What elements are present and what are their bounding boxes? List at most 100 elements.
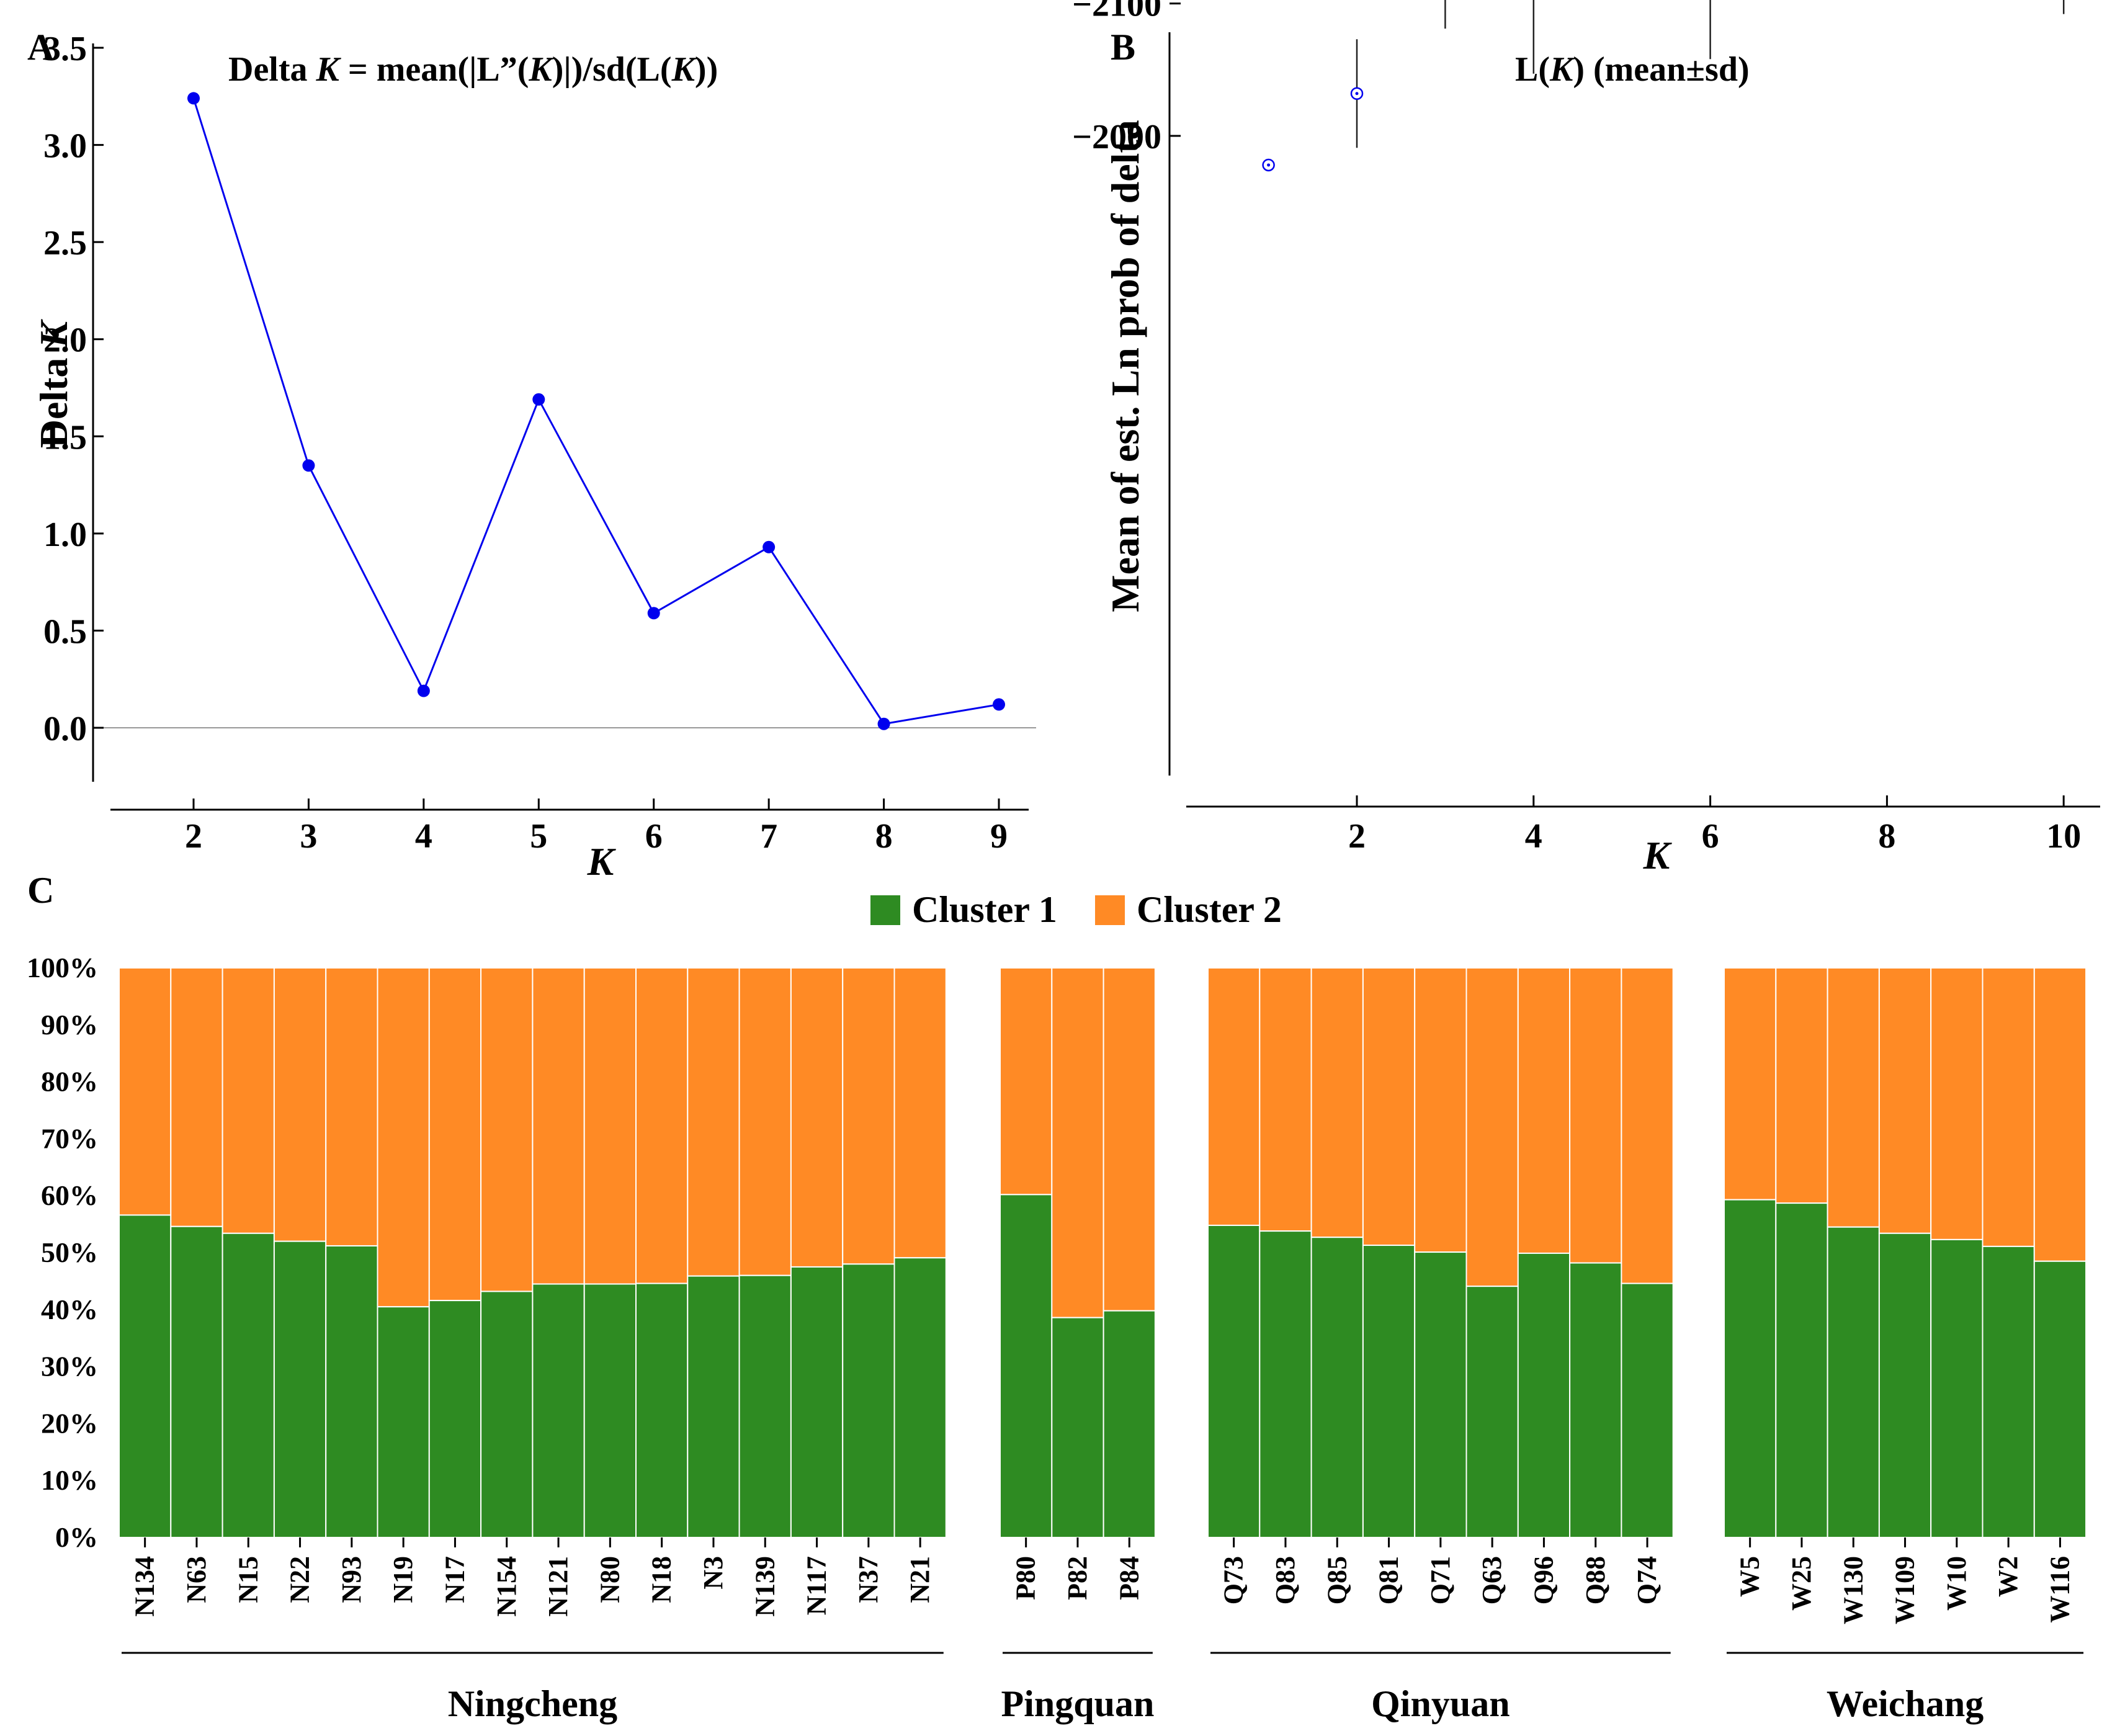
sample-label: N37 — [853, 1556, 883, 1603]
panel-b: B L(K) (mean±sd) −2000−2100−2200−2300−24… — [1072, 0, 2100, 877]
sample-label: W10 — [1941, 1556, 1972, 1611]
cluster-2-bar — [1051, 967, 1104, 1318]
sample-label: Q88 — [1580, 1556, 1611, 1604]
cluster-1-bar — [687, 1275, 740, 1538]
panel-a-x-ticks: 2 3 4 5 6 7 8 9 — [185, 799, 1008, 856]
sample-label: Q81 — [1374, 1556, 1404, 1604]
panel-c-y-tick-label: 30% — [41, 1351, 98, 1382]
panel-a-letter: A — [27, 27, 54, 68]
sample-label: N93 — [336, 1556, 367, 1603]
cluster-2-bar — [1775, 967, 1828, 1204]
panel-b-x-tick-label: 6 — [1702, 817, 1719, 856]
sample-label: Q63 — [1477, 1556, 1507, 1604]
panel-a-y-tick-label: 0.5 — [43, 612, 87, 651]
panel-c-y-tick-label: 40% — [41, 1294, 98, 1325]
panel-a-x-tick-label: 9 — [990, 817, 1008, 856]
cluster-1-bar — [1465, 1286, 1519, 1539]
panel-a-x-tick-label: 5 — [530, 817, 547, 856]
legend-label-cluster-1: Cluster 1 — [912, 889, 1057, 930]
sample-label: N117 — [802, 1556, 832, 1615]
cluster-2-bar — [1621, 967, 1674, 1284]
cluster-2-bar — [2033, 967, 2087, 1262]
panel-a: A Delta K = mean(|L”(K)|)/sd(L(K)) 0.00.… — [27, 27, 1036, 884]
panel-a-x-tick-label: 6 — [645, 817, 663, 856]
sample-label: N63 — [181, 1556, 212, 1603]
cluster-2-bar — [532, 967, 585, 1285]
panel-a-y-tick-label: 2.0 — [43, 321, 87, 360]
panel-c-y-tick-label: 60% — [41, 1179, 98, 1211]
cluster-2-bar — [1569, 967, 1622, 1264]
delta-k-point — [877, 717, 890, 730]
sample-label: W25 — [1786, 1556, 1817, 1611]
panel-a-x-label: K — [587, 839, 617, 884]
cluster-1-bar — [1878, 1232, 1932, 1538]
cluster-1-bar — [170, 1225, 223, 1538]
cluster-2-bar — [1000, 967, 1053, 1196]
cluster-1-bar — [790, 1266, 844, 1538]
panel-c-bars — [119, 967, 2087, 1539]
cluster-2-bar — [1362, 967, 1416, 1246]
sample-label: N3 — [698, 1556, 728, 1590]
cluster-1-bar — [2033, 1260, 2087, 1539]
panel-b-x-ticks: 2 4 6 8 10 — [1348, 795, 2081, 856]
cluster-2-bar — [325, 967, 378, 1246]
sample-label: N22 — [285, 1556, 315, 1603]
group-label: Qinyuan — [1371, 1683, 1509, 1724]
cluster-1-bar — [1414, 1251, 1467, 1539]
sample-label: W5 — [1735, 1556, 1765, 1597]
panel-c-letter: C — [27, 870, 54, 911]
sample-label: P80 — [1011, 1556, 1041, 1600]
sample-label: W109 — [1890, 1556, 1920, 1624]
sample-label: Q96 — [1528, 1556, 1559, 1604]
cluster-1-bar — [119, 1214, 172, 1538]
cluster-2-bar — [1310, 967, 1364, 1238]
cluster-2-bar — [635, 967, 689, 1284]
cluster-2-bar — [428, 967, 482, 1302]
cluster-2-bar — [687, 967, 740, 1277]
cluster-1-bar — [1569, 1262, 1622, 1539]
cluster-1-bar — [583, 1283, 637, 1538]
cluster-1-bar — [1982, 1245, 2035, 1538]
panel-c: C Cluster 1 Cluster 2 0% 10% 20% 30% 40% 50% 6… — [27, 870, 2087, 1724]
cluster-1-bar — [1259, 1230, 1312, 1538]
legend-swatch-cluster-2 — [1095, 895, 1125, 925]
cluster-1-bar — [480, 1291, 534, 1539]
sample-label: Q83 — [1270, 1556, 1300, 1604]
cluster-1-bar — [1362, 1245, 1416, 1539]
delta-k-point — [993, 698, 1006, 711]
cluster-2-bar — [273, 967, 327, 1242]
panel-a-y-tick-label: 2.5 — [43, 224, 87, 262]
sample-label: N139 — [749, 1556, 780, 1617]
panel-a-y-ticks: 0.0 0.5 1.0 1.5 2.0 2.5 3.0 3.5 — [43, 30, 104, 748]
cluster-1-bar — [842, 1263, 895, 1538]
cluster-1-bar — [1000, 1194, 1053, 1538]
group-label: Pingquan — [1001, 1683, 1155, 1724]
sample-label: N80 — [594, 1556, 625, 1603]
cluster-1-bar — [1517, 1252, 1571, 1538]
cluster-1-bar — [1207, 1224, 1261, 1539]
panel-b-title: L(K) (mean±sd) — [1515, 50, 1750, 89]
cluster-1-bar — [1621, 1282, 1674, 1539]
panel-a-y-label: Delta K — [32, 318, 76, 448]
panel-c-y-tick-label: 20% — [41, 1407, 98, 1439]
cluster-1-bar — [325, 1245, 378, 1538]
cluster-2-bar — [738, 967, 792, 1276]
panel-c-y-tick-label: 0% — [55, 1521, 98, 1553]
cluster-1-bar — [273, 1240, 327, 1538]
panel-b-y-label: Mean of est. Ln prob of delta — [1103, 120, 1147, 612]
panel-b-points — [1262, 0, 2065, 172]
sample-label: P82 — [1062, 1556, 1093, 1600]
group-label: Ningcheng — [448, 1683, 617, 1724]
sample-label: Q71 — [1425, 1556, 1456, 1604]
cluster-1-bar — [1310, 1237, 1364, 1538]
cluster-2-bar — [790, 967, 844, 1268]
panel-a-y-tick-label: 1.0 — [43, 516, 87, 554]
panel-c-group-labels: Ningcheng Pingquan Qinyuan Weichang — [122, 1652, 2084, 1724]
sample-label: N154 — [491, 1556, 522, 1617]
cluster-1-bar — [532, 1283, 585, 1538]
cluster-1-bar — [1724, 1199, 1777, 1538]
sample-label: W2 — [1993, 1556, 2023, 1597]
lk-mean-point-dot — [1355, 92, 1359, 96]
cluster-2-bar — [842, 967, 895, 1265]
